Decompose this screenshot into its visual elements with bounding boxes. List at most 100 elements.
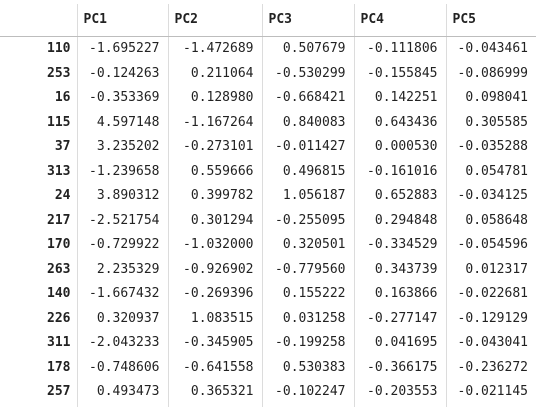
table-cell[interactable]: 0.006452 <box>167 404 262 407</box>
table-cell[interactable]: 0.343739 <box>353 257 446 282</box>
table-cell[interactable]: 0.643436 <box>353 110 446 135</box>
row-index-label: 37 <box>54 139 71 154</box>
table-cell[interactable]: -0.779560 <box>261 257 354 282</box>
table-cell[interactable]: -0.102247 <box>261 380 354 405</box>
table-cell[interactable]: -2.043233 <box>76 331 168 356</box>
table-cell[interactable]: -0.035288 <box>445 135 536 160</box>
table-cell[interactable]: 3.822585 <box>76 404 168 407</box>
column-header[interactable]: PC2 <box>167 4 262 37</box>
table-cell[interactable]: 0.031258 <box>261 306 354 331</box>
table-cell[interactable]: -0.273101 <box>167 135 262 160</box>
table-cell[interactable]: -0.729922 <box>76 233 168 258</box>
table-cell[interactable]: -1.695227 <box>76 36 168 62</box>
table-cell[interactable]: -0.054596 <box>445 233 536 258</box>
row-index-label: 257 <box>47 384 71 399</box>
row-index-label: 140 <box>47 286 71 301</box>
column-header[interactable]: PC4 <box>353 4 446 37</box>
table-cell[interactable]: 0.098041 <box>445 86 536 111</box>
row-index-label: 253 <box>47 65 71 81</box>
row-index-label: 110 <box>47 41 71 56</box>
table-cell[interactable]: -2.521754 <box>76 208 168 233</box>
row-index-label: 170 <box>47 237 71 252</box>
table-cell[interactable]: -0.203553 <box>353 380 446 405</box>
table-cell[interactable]: 0.559666 <box>167 159 262 184</box>
table-cell[interactable]: 0.507679 <box>261 36 354 62</box>
table-cell[interactable]: -0.668421 <box>261 86 354 111</box>
table-cell[interactable]: -1.032000 <box>167 233 262 258</box>
table-cell[interactable]: -1.167264 <box>167 110 262 135</box>
table-cell[interactable]: 0.012317 <box>445 257 536 282</box>
table-cell[interactable]: 0.041695 <box>353 331 446 356</box>
table-cell[interactable]: -0.530299 <box>261 61 354 86</box>
table-row: 423.8225850.0064520.180999-0.4045880.106… <box>0 404 536 407</box>
table-cell[interactable]: 4.597148 <box>76 110 168 135</box>
row-index-label: 16 <box>54 90 71 105</box>
table-cell[interactable]: 0.128980 <box>167 86 262 111</box>
table-cell[interactable]: 0.054781 <box>445 159 536 184</box>
table-cell[interactable]: -0.124263 <box>76 61 168 86</box>
table-cell[interactable]: -0.111806 <box>353 36 446 62</box>
table-cell[interactable]: -0.277147 <box>353 306 446 331</box>
table-row: 257 0.493473 0.365321 -0.102247 -0.203553 -0.… <box>0 380 536 405</box>
table-cell[interactable]: -0.199258 <box>261 331 354 356</box>
table-cell[interactable]: 0.530383 <box>261 355 354 380</box>
column-header[interactable]: PC1 <box>76 4 168 37</box>
table-cell[interactable]: 0.652883 <box>353 184 446 209</box>
table-cell[interactable]: -0.086999 <box>445 61 536 86</box>
table-cell[interactable]: -1.667432 <box>76 282 168 307</box>
table-cell[interactable]: -0.022681 <box>445 282 536 307</box>
table-cell[interactable]: 0.163866 <box>353 282 446 307</box>
table-cell[interactable]: -0.748606 <box>76 355 168 380</box>
table-cell[interactable]: -0.011427 <box>261 135 354 160</box>
table-cell[interactable]: 2.235329 <box>76 257 168 282</box>
table-cell[interactable]: 1.083515 <box>167 306 262 331</box>
table-cell[interactable]: -0.155845 <box>353 61 446 86</box>
table-cell[interactable]: -0.366175 <box>353 355 446 380</box>
table-cell[interactable]: 0.155222 <box>261 282 354 307</box>
table-cell[interactable]: 0.106339 <box>445 404 536 407</box>
table-cell[interactable]: 0.840083 <box>261 110 354 135</box>
table-cell[interactable]: -0.161016 <box>353 159 446 184</box>
table-cell[interactable]: 0.301294 <box>167 208 262 233</box>
table-cell[interactable]: 0.294848 <box>353 208 446 233</box>
table-cell[interactable]: -0.641558 <box>167 355 262 380</box>
table-cell[interactable]: -0.129129 <box>445 306 536 331</box>
table-cell[interactable]: 0.320937 <box>76 306 168 331</box>
table-cell[interactable]: 0.493473 <box>76 380 168 405</box>
table-cell[interactable]: -0.043041 <box>445 331 536 356</box>
table-cell[interactable]: -1.472689 <box>167 36 262 62</box>
table-cell[interactable]: 0.058648 <box>445 208 536 233</box>
table-cell[interactable]: 0.320501 <box>261 233 354 258</box>
table-cell[interactable]: -0.034125 <box>445 184 536 209</box>
table-cell[interactable]: -0.334529 <box>353 233 446 258</box>
table-cell[interactable]: -0.021145 <box>445 380 536 405</box>
table-cell[interactable]: 0.496815 <box>261 159 354 184</box>
table-cell[interactable]: 0.399782 <box>167 184 262 209</box>
table-cell[interactable]: -0.345905 <box>167 331 262 356</box>
row-index-label: 313 <box>47 163 71 179</box>
table-cell[interactable]: 1.056187 <box>261 184 354 209</box>
table-cell[interactable]: -0.404588 <box>353 404 446 407</box>
table-cell[interactable]: 3.235202 <box>76 135 168 160</box>
table-cell[interactable]: -0.353369 <box>76 86 168 111</box>
table-cell[interactable]: -0.926902 <box>167 257 262 282</box>
table-cell[interactable]: -0.236272 <box>445 355 536 380</box>
table-cell[interactable]: -1.239658 <box>76 159 168 184</box>
table-cell[interactable]: -0.269396 <box>167 282 262 307</box>
table-cell[interactable]: 3.890312 <box>76 184 168 209</box>
column-header[interactable]: PC3 <box>261 4 354 37</box>
table-cell[interactable]: 0.180999 <box>261 404 354 407</box>
header-row: PC1 PC2 PC3 PC4 PC5 <box>0 4 536 37</box>
table-cell[interactable]: 0.365321 <box>167 380 262 405</box>
table-cell[interactable]: 0.211064 <box>167 61 262 86</box>
table-cell[interactable]: -0.255095 <box>261 208 354 233</box>
table-cell[interactable]: 0.305585 <box>445 110 536 135</box>
column-header[interactable]: PC5 <box>445 4 536 37</box>
table-cell[interactable]: -0.043461 <box>445 36 536 62</box>
table-row: 217 -2.521754 0.301294 -0.255095 0.294848 0.0… <box>0 208 536 233</box>
table-row: 170 -0.729922 -1.032000 0.320501 -0.334529 -0… <box>0 233 536 258</box>
row-index-label: 311 <box>47 335 71 350</box>
table-cell[interactable]: 0.142251 <box>353 86 446 111</box>
table-cell[interactable]: 0.000530 <box>353 135 446 160</box>
